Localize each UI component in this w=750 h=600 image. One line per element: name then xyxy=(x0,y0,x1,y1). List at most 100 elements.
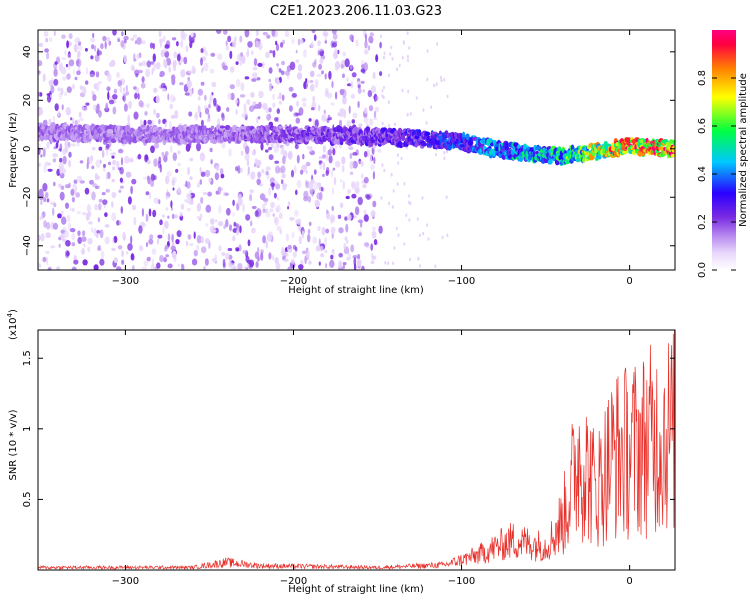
signal-ridge-cell xyxy=(547,159,553,165)
noise-speckle xyxy=(296,72,303,80)
noise-speckle xyxy=(218,204,222,214)
noise-speckle xyxy=(43,197,47,203)
noise-speckle xyxy=(313,169,317,175)
noise-speckle xyxy=(65,202,69,209)
noise-speckle xyxy=(165,207,169,211)
noise-speckle xyxy=(69,207,72,212)
noise-speckle xyxy=(426,77,429,82)
noise-speckle xyxy=(363,107,368,114)
noise-speckle xyxy=(351,193,357,199)
noise-speckle xyxy=(167,215,170,219)
noise-speckle xyxy=(54,103,59,111)
noise-speckle xyxy=(422,108,425,112)
noise-speckle xyxy=(322,173,325,177)
noise-speckle xyxy=(57,213,62,219)
noise-speckle xyxy=(164,44,170,49)
noise-speckle xyxy=(119,177,123,183)
noise-speckle xyxy=(244,30,250,38)
noise-speckle xyxy=(131,264,135,270)
noise-speckle xyxy=(337,49,340,55)
noise-speckle xyxy=(213,97,217,106)
noise-speckle xyxy=(328,155,333,164)
noise-speckle xyxy=(145,213,149,222)
noise-speckle xyxy=(196,142,201,152)
noise-speckle xyxy=(244,152,250,161)
noise-speckle xyxy=(71,232,76,241)
noise-speckle xyxy=(106,171,111,180)
noise-speckle xyxy=(68,151,72,158)
noise-speckle xyxy=(248,105,255,112)
noise-speckle xyxy=(159,255,164,263)
noise-speckle xyxy=(344,58,350,68)
noise-speckle xyxy=(42,73,46,82)
noise-speckle xyxy=(319,245,324,252)
noise-speckle xyxy=(397,233,400,237)
noise-speckle xyxy=(43,220,47,228)
noise-speckle xyxy=(333,176,337,186)
noise-speckle xyxy=(93,83,98,90)
noise-speckle xyxy=(121,250,124,258)
noise-speckle xyxy=(156,262,161,269)
noise-speckle xyxy=(153,175,157,181)
noise-speckle xyxy=(73,179,78,184)
noise-speckle xyxy=(62,226,67,231)
noise-speckle xyxy=(250,220,253,227)
noise-speckle xyxy=(76,210,81,215)
noise-speckle xyxy=(332,33,338,40)
noise-speckle xyxy=(406,54,409,59)
noise-speckle xyxy=(99,159,102,164)
noise-speckle xyxy=(78,50,81,58)
noise-speckle xyxy=(56,266,61,270)
noise-speckle xyxy=(112,30,117,36)
noise-speckle xyxy=(113,88,117,94)
noise-speckle xyxy=(120,40,125,48)
noise-speckle xyxy=(441,235,444,240)
noise-speckle xyxy=(48,80,53,85)
noise-speckle xyxy=(346,77,349,82)
noise-speckle xyxy=(141,221,145,226)
noise-speckle xyxy=(67,141,71,149)
noise-speckle xyxy=(58,236,61,241)
noise-speckle xyxy=(52,158,57,163)
noise-speckle xyxy=(396,153,399,157)
noise-speckle xyxy=(290,169,295,178)
noise-speckle xyxy=(141,266,147,270)
noise-speckle xyxy=(408,257,411,262)
noise-speckle xyxy=(102,35,107,42)
noise-speckle xyxy=(151,248,157,255)
noise-speckle xyxy=(125,171,132,178)
noise-speckle xyxy=(364,40,368,49)
noise-speckle xyxy=(381,89,384,93)
noise-speckle xyxy=(186,193,192,200)
noise-speckle xyxy=(177,263,180,267)
signal-ridge-cell xyxy=(421,142,428,147)
noise-speckle xyxy=(163,155,168,163)
noise-speckle xyxy=(97,217,101,223)
noise-speckle xyxy=(130,37,135,42)
noise-speckle xyxy=(61,57,67,61)
noise-speckle xyxy=(332,187,334,195)
noise-speckle xyxy=(396,182,399,186)
noise-speckle xyxy=(189,157,194,162)
noise-speckle xyxy=(122,231,126,241)
noise-speckle xyxy=(239,61,242,66)
noise-speckle xyxy=(133,216,137,226)
signal-ridge-cell xyxy=(557,146,562,152)
noise-speckle xyxy=(253,163,257,168)
noise-speckle xyxy=(402,40,405,44)
noise-speckle xyxy=(176,53,181,62)
noise-speckle xyxy=(239,225,242,234)
noise-speckle xyxy=(235,99,239,104)
noise-speckle xyxy=(245,145,250,155)
noise-speckle xyxy=(425,121,428,125)
noise-speckle xyxy=(98,110,102,118)
noise-speckle xyxy=(261,61,265,69)
signal-ridge-cell xyxy=(374,141,378,146)
noise-speckle xyxy=(330,102,335,106)
noise-speckle xyxy=(197,105,201,114)
noise-speckle xyxy=(76,70,81,76)
noise-speckle xyxy=(50,85,55,94)
noise-speckle xyxy=(407,89,410,94)
noise-speckle xyxy=(387,100,390,104)
noise-speckle xyxy=(295,189,298,196)
